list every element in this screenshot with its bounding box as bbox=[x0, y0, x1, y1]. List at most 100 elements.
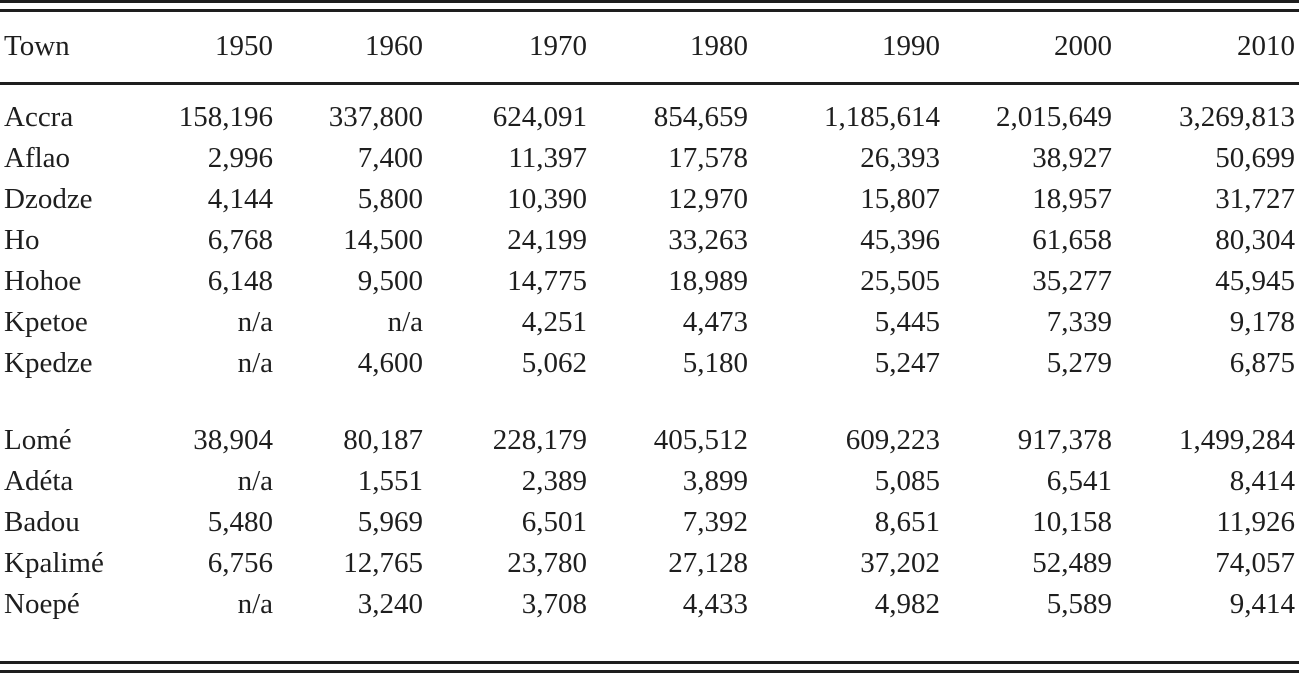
population-value-cell: 6,756 bbox=[207, 546, 273, 579]
population-value-cell: 228,179 bbox=[492, 423, 587, 456]
town-name-cell: Dzodze bbox=[4, 182, 93, 215]
column-header-1970: 1970 bbox=[423, 12, 587, 85]
population-value-cell: 5,589 bbox=[1046, 587, 1112, 620]
population-value-cell: 3,708 bbox=[521, 587, 587, 620]
population-value-cell: 3,269,813 bbox=[1179, 100, 1295, 133]
population-value-cell: 33,263 bbox=[668, 223, 748, 256]
population-value-cell: 74,057 bbox=[1215, 546, 1295, 579]
town-name-cell: Accra bbox=[4, 100, 74, 133]
population-value-cell: 854,659 bbox=[653, 100, 748, 133]
population-value-cell: 5,969 bbox=[357, 505, 423, 538]
population-value-cell: 37,202 bbox=[860, 546, 940, 579]
population-value-cell: 11,397 bbox=[508, 141, 587, 174]
population-value-cell: 38,904 bbox=[193, 423, 273, 456]
population-value-cell: 8,414 bbox=[1229, 464, 1295, 497]
population-value-cell: 5,247 bbox=[874, 346, 940, 379]
table-row: Kpetoe n/a n/a 4,251 4,473 5,445 7,339 9,178 bbox=[0, 302, 1299, 343]
table-row: Lomé 38,904 80,187 228,179 405,512 609,223 917… bbox=[0, 420, 1299, 461]
group-spacer-cell bbox=[0, 384, 1299, 420]
town-name-cell: Kpalimé bbox=[4, 546, 104, 579]
top-double-rule bbox=[0, 0, 1299, 12]
population-value-cell: 35,277 bbox=[1032, 264, 1112, 297]
population-value-cell: 9,500 bbox=[357, 264, 423, 297]
population-value-cell: 2,996 bbox=[207, 141, 273, 174]
population-value-cell: 17,578 bbox=[668, 141, 748, 174]
population-value-cell: 23,780 bbox=[507, 546, 587, 579]
table-row: Badou 5,480 5,969 6,501 7,392 8,651 10,158 11,9… bbox=[0, 502, 1299, 543]
column-header-2010: 2010 bbox=[1112, 12, 1299, 85]
population-value-cell: 45,396 bbox=[860, 223, 940, 256]
column-header-1980: 1980 bbox=[587, 12, 748, 85]
town-name-cell: Aflao bbox=[4, 141, 71, 174]
population-value-cell: 18,989 bbox=[668, 264, 748, 297]
population-value-cell: 624,091 bbox=[492, 100, 587, 133]
population-value-cell: 45,945 bbox=[1215, 264, 1295, 297]
population-value-cell: 12,970 bbox=[668, 182, 748, 215]
population-value-cell: 52,489 bbox=[1032, 546, 1112, 579]
population-value-cell: 26,393 bbox=[860, 141, 940, 174]
town-name-cell: Noepé bbox=[4, 587, 80, 620]
town-name-cell: Badou bbox=[4, 505, 80, 538]
population-value-cell: 18,957 bbox=[1032, 182, 1112, 215]
table-row: Adéta n/a 1,551 2,389 3,899 5,085 6,541 8,414 bbox=[0, 461, 1299, 502]
population-value-cell: n/a bbox=[237, 464, 273, 497]
population-value-cell: 4,982 bbox=[874, 587, 940, 620]
population-value-cell: 7,400 bbox=[357, 141, 423, 174]
population-value-cell: 3,240 bbox=[357, 587, 423, 620]
population-value-cell: 11,926 bbox=[1216, 505, 1295, 538]
population-value-cell: 31,727 bbox=[1215, 182, 1295, 215]
population-value-cell: 38,927 bbox=[1032, 141, 1112, 174]
table-row: Noepé n/a 3,240 3,708 4,433 4,982 5,589 9,414 bbox=[0, 584, 1299, 661]
population-value-cell: 3,899 bbox=[682, 464, 748, 497]
population-value-cell: 5,062 bbox=[521, 346, 587, 379]
table-row: Kpalimé 6,756 12,765 23,780 27,128 37,202 52,4… bbox=[0, 543, 1299, 584]
population-value-cell: 9,178 bbox=[1229, 305, 1295, 338]
population-value-cell: 5,180 bbox=[682, 346, 748, 379]
population-value-cell: 6,768 bbox=[207, 223, 273, 256]
table-row: Dzodze 4,144 5,800 10,390 12,970 15,807 18,957… bbox=[0, 179, 1299, 220]
population-value-cell: 7,339 bbox=[1046, 305, 1112, 338]
population-value-cell: 4,600 bbox=[357, 346, 423, 379]
table-body: Accra 158,196 337,800 624,091 854,659 1,185,6… bbox=[0, 84, 1299, 662]
population-value-cell: 158,196 bbox=[178, 100, 273, 133]
population-value-cell: 1,499,284 bbox=[1179, 423, 1295, 456]
town-name-cell: Hohoe bbox=[4, 264, 82, 297]
population-value-cell: 5,480 bbox=[207, 505, 273, 538]
population-value-cell: 4,144 bbox=[207, 182, 273, 215]
population-value-cell: 4,251 bbox=[521, 305, 587, 338]
bottom-double-rule bbox=[0, 661, 1299, 673]
population-value-cell: 2,389 bbox=[521, 464, 587, 497]
population-value-cell: 14,500 bbox=[343, 223, 423, 256]
population-value-cell: 61,658 bbox=[1032, 223, 1112, 256]
population-value-cell: 25,505 bbox=[860, 264, 940, 297]
column-header-1950: 1950 bbox=[130, 12, 273, 85]
population-value-cell: 80,187 bbox=[343, 423, 423, 456]
population-value-cell: 50,699 bbox=[1215, 141, 1295, 174]
population-value-cell: n/a bbox=[237, 587, 273, 620]
town-name-cell: Kpedze bbox=[4, 346, 93, 379]
population-value-cell: 405,512 bbox=[653, 423, 748, 456]
population-value-cell: 6,541 bbox=[1046, 464, 1112, 497]
table-row: Accra 158,196 337,800 624,091 854,659 1,185,6… bbox=[0, 84, 1299, 139]
header-row: Town 1950 1960 1970 1980 1990 2000 2010 bbox=[0, 12, 1299, 85]
population-value-cell: 337,800 bbox=[328, 100, 423, 133]
town-name-cell: Lomé bbox=[4, 423, 72, 456]
population-value-cell: 15,807 bbox=[860, 182, 940, 215]
population-value-cell: 4,473 bbox=[682, 305, 748, 338]
population-value-cell: 5,279 bbox=[1046, 346, 1112, 379]
town-name-cell: Ho bbox=[4, 223, 40, 256]
population-value-cell: 6,501 bbox=[521, 505, 587, 538]
population-value-cell: 12,765 bbox=[343, 546, 423, 579]
population-value-cell: 8,651 bbox=[874, 505, 940, 538]
column-header-2000: 2000 bbox=[940, 12, 1112, 85]
population-value-cell: 6,875 bbox=[1229, 346, 1295, 379]
population-value-cell: 917,378 bbox=[1017, 423, 1112, 456]
table-row: Aflao 2,996 7,400 11,397 17,578 26,393 38,927 5… bbox=[0, 138, 1299, 179]
population-value-cell: n/a bbox=[237, 346, 273, 379]
population-value-cell: 80,304 bbox=[1215, 223, 1295, 256]
population-value-cell: 5,800 bbox=[357, 182, 423, 215]
population-value-cell: 4,433 bbox=[682, 587, 748, 620]
population-value-cell: 5,445 bbox=[874, 305, 940, 338]
town-name-cell: Adéta bbox=[4, 464, 74, 497]
